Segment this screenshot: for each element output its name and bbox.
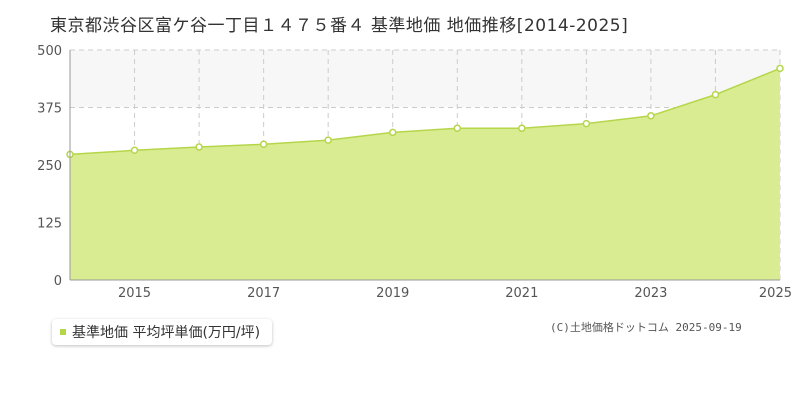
data-point-2015: [130, 146, 139, 155]
data-point-2025: [776, 64, 784, 73]
data-point-2017: [259, 140, 268, 149]
data-point-2024: [711, 90, 720, 99]
y-tick-375: 375: [37, 102, 62, 117]
legend-swatch: [60, 329, 66, 335]
chart-title: 東京都渋谷区富ケ谷一丁目１４７５番４ 基準地価 地価推移[2014-2025]: [50, 16, 629, 36]
x-tick-labels: 2015 2017 2019 2021 2023 2025: [118, 286, 792, 301]
upper-band: [70, 50, 780, 107]
x-tick-2017: 2017: [247, 286, 280, 301]
y-tick-250: 250: [37, 159, 62, 174]
data-point-2019: [388, 128, 397, 137]
data-point-2020: [453, 124, 462, 132]
data-point-2016: [195, 143, 203, 151]
series-line: [69, 67, 781, 156]
x-tick-2015: 2015: [118, 286, 151, 301]
legend: 基準地価 平均坪単価(万円/坪): [52, 319, 273, 345]
data-point-2018: [324, 136, 332, 144]
series-points: [66, 64, 784, 159]
y-tick-125: 125: [37, 217, 62, 232]
y-tick-500: 500: [37, 44, 62, 59]
legend-label: 基準地価 平均坪単価(万円/坪): [72, 325, 261, 341]
x-tick-2019: 2019: [376, 286, 409, 301]
x-tick-2021: 2021: [505, 286, 538, 301]
copyright-text: (C)土地価格ドットコム 2025-09-19: [550, 321, 742, 334]
data-point-2023: [647, 112, 655, 120]
y-tick-labels: 0 125 250 375 500: [37, 44, 62, 289]
series-area: [70, 68, 780, 281]
x-tick-2025: 2025: [759, 286, 792, 301]
data-point-2022: [582, 119, 591, 128]
data-point-2021: [518, 124, 526, 132]
y-tick-0: 0: [54, 274, 62, 289]
x-tick-2023: 2023: [634, 286, 667, 301]
